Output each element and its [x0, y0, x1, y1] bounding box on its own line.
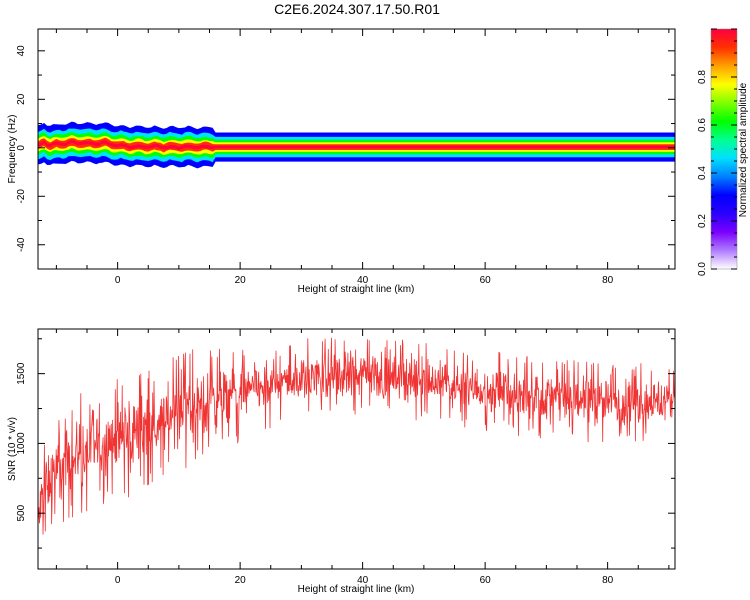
snr-y-tick-label: 1000 — [16, 432, 27, 455]
snr-y-tick-label: 1500 — [16, 362, 27, 385]
snr-x-tick-label: 20 — [235, 575, 247, 586]
snr-y-tick-label: 500 — [16, 504, 27, 521]
snr-x-tick-label: 60 — [480, 575, 492, 586]
spectrogram-x-tick-label: 20 — [235, 275, 247, 286]
snr-x-tick-label: 40 — [357, 575, 369, 586]
spectrogram-frame — [37, 28, 676, 270]
snr-panel: 0 20 40 60 80 500 1000 1500 Height of straight … — [7, 328, 676, 595]
snr-plot-area — [38, 337, 675, 535]
colorbar-label: Normalized spectral amplitude — [738, 82, 749, 217]
colorbar-tick-label: 0.8 — [697, 70, 708, 84]
spectrogram-band-crimson — [38, 139, 675, 151]
spectrogram-x-tick-label: 60 — [480, 275, 492, 286]
spectrogram-y-axis-label: Frequency (Hz) — [7, 115, 18, 184]
spectrogram-x-tick-label: 0 — [115, 275, 121, 286]
spectrogram-x-axis-label: Height of straight line (km) — [298, 284, 415, 295]
colorbar-tick-label: 0.2 — [697, 214, 708, 228]
spectrogram-x-tick-label: 40 — [357, 275, 369, 286]
colorbar-tick-label: 0.6 — [697, 118, 708, 132]
spectrogram-y-tick-label: 20 — [16, 93, 27, 105]
spectrogram-axes: 0 20 40 60 80 -40 -20 0 20 40 — [16, 28, 676, 286]
spectrogram-y-tick-label: 40 — [16, 45, 27, 57]
snr-frame — [37, 328, 676, 570]
snr-series-line — [38, 337, 675, 535]
colorbar-tick-label: 0.0 — [697, 262, 708, 276]
colorbar: 0.0 0.2 0.4 0.6 0.8 Normalized spectral ampl… — [697, 28, 749, 276]
colorbar-tick-label: 0.4 — [697, 166, 708, 180]
spectrogram-plot-area — [38, 121, 675, 169]
spectrogram-x-tick-label: 80 — [602, 275, 614, 286]
figure-title: C2E6.2024.307.17.50.R01 — [274, 1, 440, 17]
colorbar-ticks: 0.0 0.2 0.4 0.6 0.8 — [697, 28, 738, 276]
snr-x-axis-label: Height of straight line (km) — [298, 584, 415, 595]
colorbar-scale — [711, 29, 737, 269]
spectrogram-y-tick-label: -20 — [16, 189, 27, 204]
spectrogram-y-tick-label: 0 — [16, 145, 27, 151]
spectrogram-panel: 0 20 40 60 80 -40 -20 0 20 40 Height of straight … — [7, 28, 676, 295]
snr-x-tick-label: 80 — [602, 575, 614, 586]
snr-axes: 0 20 40 60 80 500 1000 1500 — [16, 328, 676, 586]
snr-x-tick-label: 0 — [115, 575, 121, 586]
spectrogram-y-tick-label: -40 — [16, 237, 27, 252]
snr-y-axis-label: SNR (10 * v/v) — [7, 417, 18, 481]
